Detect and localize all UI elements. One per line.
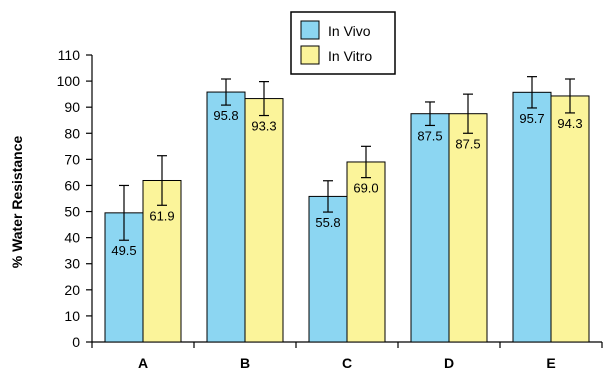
bars bbox=[104, 91, 590, 343]
data-label: 69.0 bbox=[353, 181, 378, 196]
bar-in-vitro-a bbox=[142, 179, 182, 343]
data-label: 55.8 bbox=[315, 215, 340, 230]
error-bars bbox=[119, 76, 575, 241]
x-category-label: C bbox=[342, 355, 352, 369]
y-tick-label: 50 bbox=[64, 204, 80, 220]
y-tick-label: 110 bbox=[58, 47, 81, 63]
legend-label-in-vitro: In Vitro bbox=[328, 48, 372, 64]
bar-in-vitro-b bbox=[244, 98, 284, 343]
data-label: 95.7 bbox=[519, 111, 544, 126]
data-label: 61.9 bbox=[149, 208, 174, 223]
y-tick-label: 30 bbox=[64, 256, 80, 272]
y-tick-label: 0 bbox=[72, 334, 80, 350]
x-axis: A B C D E bbox=[91, 341, 603, 369]
data-labels: 49.5 61.9 95.8 93.3 55.8 69.0 87.5 87.5 95.7 94.3 bbox=[111, 108, 582, 258]
x-category-label: B bbox=[240, 355, 250, 369]
y-tick-label: 100 bbox=[57, 73, 81, 89]
bar-in-vivo-b bbox=[206, 91, 246, 343]
data-label: 93.3 bbox=[251, 119, 276, 134]
x-category-label: E bbox=[546, 355, 555, 369]
legend-label-in-vivo: In Vivo bbox=[328, 23, 371, 39]
legend: In Vivo In Vitro bbox=[290, 11, 396, 75]
bar-in-vitro-d bbox=[448, 113, 488, 343]
y-axis: 0 10 20 30 40 50 60 70 80 90 100 110 bbox=[57, 47, 93, 350]
data-label: 87.5 bbox=[455, 136, 480, 151]
bar-in-vitro-c bbox=[346, 161, 386, 343]
data-label: 49.5 bbox=[111, 243, 136, 258]
data-label: 95.8 bbox=[213, 108, 238, 123]
y-tick-label: 80 bbox=[64, 125, 80, 141]
legend-swatch-in-vitro bbox=[300, 45, 320, 65]
bar-in-vivo-d bbox=[410, 113, 450, 343]
x-category-label: A bbox=[138, 355, 148, 369]
bar-in-vivo-c bbox=[308, 195, 348, 343]
y-tick-label: 10 bbox=[64, 308, 80, 324]
y-tick-label: 90 bbox=[64, 99, 80, 115]
legend-swatch-in-vivo bbox=[300, 20, 320, 40]
data-label: 87.5 bbox=[417, 128, 442, 143]
bar-in-vitro-e bbox=[550, 95, 590, 343]
bar-in-vivo-e bbox=[512, 91, 552, 343]
x-category-label: D bbox=[444, 355, 454, 369]
data-label: 94.3 bbox=[557, 116, 582, 131]
y-tick-label: 60 bbox=[64, 177, 80, 193]
y-tick-label: 20 bbox=[64, 282, 80, 298]
y-tick-label: 40 bbox=[64, 230, 80, 246]
y-tick-label: 70 bbox=[64, 151, 80, 167]
y-axis-title: % Water Resistance bbox=[9, 136, 25, 269]
